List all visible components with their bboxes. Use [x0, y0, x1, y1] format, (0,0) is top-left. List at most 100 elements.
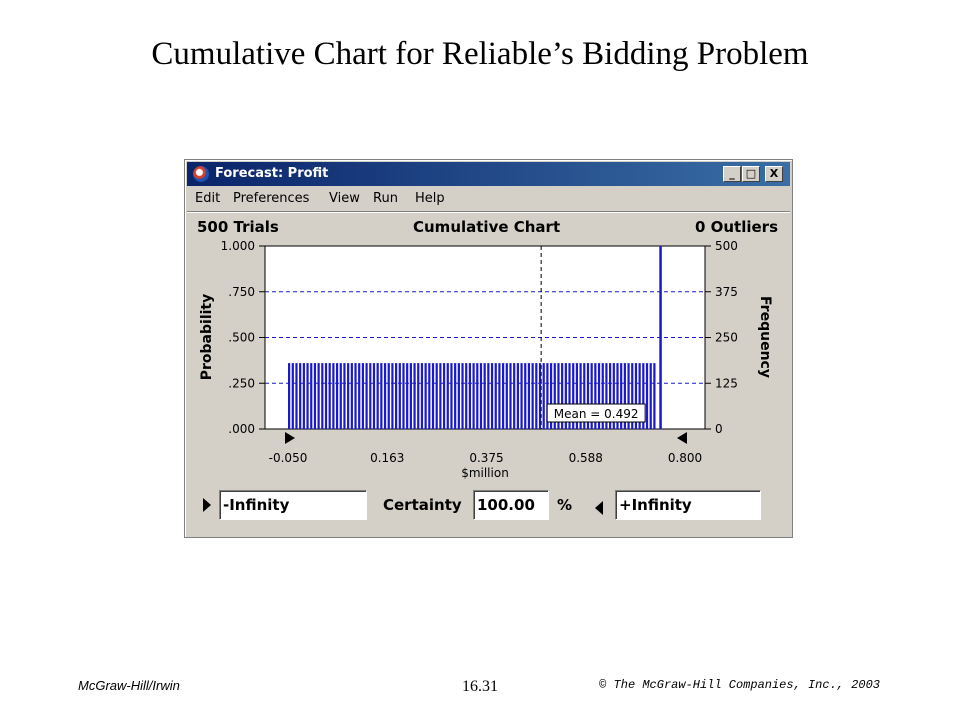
footer-publisher: McGraw-Hill/Irwin [78, 678, 180, 693]
bar [380, 363, 383, 429]
bar [302, 363, 305, 429]
slide-title: Cumulative Chart for Reliable’s Bidding … [151, 36, 809, 72]
certainty-field[interactable]: 100.00 [473, 490, 549, 520]
x-ticks: -0.050 0.163 0.375 0.588 0.800 [269, 451, 703, 465]
y2-axis-label: Frequency [757, 296, 773, 378]
bar [538, 363, 542, 429]
y2-tick-label: 500 [715, 239, 738, 253]
bar [601, 363, 604, 429]
certainty-label: Certainty [383, 496, 462, 514]
bar [339, 363, 342, 429]
bar [524, 363, 527, 429]
bar [299, 363, 302, 429]
mean-marker: Mean = 0.492 [540, 246, 646, 429]
window-title: Forecast: Profit [215, 166, 329, 181]
bar [609, 363, 612, 429]
x-tick-label: -0.050 [269, 451, 308, 465]
y-tick-label: .500 [228, 331, 255, 345]
bar [306, 363, 309, 429]
bar [535, 363, 538, 429]
bar [627, 363, 630, 429]
bar [395, 363, 398, 429]
bar [428, 363, 431, 429]
bar [313, 363, 317, 429]
bar [468, 363, 472, 429]
menu-edit[interactable]: Edit [195, 191, 221, 206]
menu-preferences[interactable]: Preferences [233, 191, 310, 206]
y-tick-label: 1.000 [221, 239, 255, 253]
bar [472, 363, 475, 429]
bar [321, 363, 324, 429]
upper-limit-grabber[interactable] [677, 432, 687, 444]
bar [324, 363, 328, 429]
y-tick-label: .250 [228, 376, 255, 390]
bar [291, 363, 294, 429]
y-tick-label: .750 [228, 285, 255, 299]
bar [347, 363, 350, 429]
bar [435, 363, 438, 429]
bar [638, 363, 641, 429]
bar [653, 363, 656, 429]
y2-tick-label: 125 [715, 376, 738, 390]
upper-arrow-icon[interactable] [593, 500, 605, 516]
bar [406, 363, 409, 429]
bar [431, 363, 435, 429]
bar [361, 363, 365, 429]
bar [483, 363, 486, 429]
bar [295, 363, 298, 429]
x-axis-label: $million [461, 466, 509, 480]
bar [383, 363, 387, 429]
bar [594, 363, 597, 429]
menu-run[interactable]: Run [373, 191, 398, 206]
upper-bound-field[interactable]: +Infinity [615, 490, 761, 520]
mean-label: Mean = 0.492 [554, 407, 639, 421]
lower-limit-grabber[interactable] [285, 432, 295, 444]
menu-separator [187, 211, 790, 213]
cumulative-chart: Mean = 0.492 1.000 .750 .500 .250 .000 500 37… [199, 239, 773, 480]
bar [561, 363, 564, 429]
bar [612, 363, 615, 429]
bar [288, 363, 291, 429]
crystal-ball-icon [193, 166, 209, 182]
window-titlebar[interactable]: Forecast: Profit _ □ X [187, 162, 790, 186]
bar [402, 363, 405, 429]
bar [509, 363, 512, 429]
lower-arrow-icon[interactable] [201, 497, 213, 513]
bar [498, 363, 501, 429]
minimize-button[interactable]: _ [723, 166, 741, 182]
chart-name: Cumulative Chart [413, 218, 561, 236]
bar [513, 363, 516, 429]
bar [369, 363, 372, 429]
menu-bar: Edit Preferences View Run Help [187, 188, 790, 210]
certainty-unit: % [557, 496, 573, 514]
bar [417, 363, 420, 429]
bar [502, 363, 505, 429]
bar [520, 363, 523, 429]
maximize-button[interactable]: □ [742, 166, 760, 182]
bar [476, 363, 479, 429]
bar [634, 363, 638, 429]
bar [557, 363, 560, 429]
close-button[interactable]: X [765, 166, 783, 182]
bar [354, 363, 357, 429]
y2-tick-label: 0 [715, 422, 723, 436]
bar [568, 363, 571, 429]
bar [332, 363, 335, 429]
bars [288, 246, 662, 429]
bar [424, 363, 427, 429]
bar [583, 363, 586, 429]
forecast-window: Forecast: Profit _ □ X Edit Preferences … [184, 159, 793, 538]
lower-bound-field[interactable]: -Infinity [219, 490, 367, 520]
bar [597, 363, 601, 429]
bar [450, 363, 453, 429]
bar [586, 363, 590, 429]
bar [310, 363, 313, 429]
bar [343, 363, 346, 429]
menu-help[interactable]: Help [415, 191, 445, 206]
y-axis-label: Probability [199, 294, 215, 381]
bar [531, 363, 534, 429]
bar [623, 363, 626, 429]
menu-view[interactable]: View [329, 191, 360, 206]
bar [328, 363, 331, 429]
bar [376, 363, 379, 429]
